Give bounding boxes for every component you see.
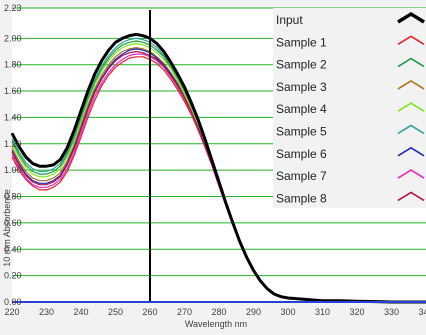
legend-swatch-sample-1[interactable]: [397, 35, 425, 45]
y-tick-label: 0.60: [4, 218, 22, 228]
legend-swatch-sample-3[interactable]: [397, 79, 425, 90]
y-tick-label: 1.80: [4, 60, 22, 70]
x-tick-label: 270: [177, 307, 192, 317]
x-tick-label: 340: [418, 307, 426, 317]
y-tick-label: 1.00: [4, 165, 22, 175]
y-tick-label: 0.00: [4, 297, 22, 307]
legend-label: Input: [276, 13, 303, 27]
y-tick-label: 1.20: [4, 139, 22, 149]
x-tick-label: 300: [280, 307, 295, 317]
y-tick-label: 1.40: [4, 112, 22, 122]
legend-label: Sample 6: [276, 147, 327, 161]
x-tick-label: 220: [4, 307, 19, 317]
legend-label: Sample 7: [276, 169, 327, 183]
legend: Input Sample 1 Sample 2 Sample 3 Sample 4 Sam…: [273, 8, 426, 208]
legend-label: Sample 2: [276, 58, 327, 72]
series-line-input: [10, 32, 426, 304]
x-tick-label: 330: [384, 307, 399, 317]
legend-label: Sample 1: [276, 35, 327, 49]
x-tick-label: 230: [39, 307, 54, 317]
legend-swatch-sample-6[interactable]: [397, 146, 425, 157]
y-tick-label: 0.40: [4, 244, 22, 254]
legend-swatch-input[interactable]: [397, 11, 425, 24]
legend-swatch-sample-5[interactable]: [397, 124, 425, 135]
y-tick-label: 2.00: [4, 33, 22, 43]
x-tick-label: 240: [73, 307, 88, 317]
y-tick-label: 0.80: [4, 192, 22, 202]
legend-label: Sample 3: [276, 80, 327, 94]
y-tick-label: 0.20: [4, 271, 22, 281]
legend-swatch-sample-8[interactable]: [397, 191, 425, 202]
x-axis-title: Wavelength nm: [185, 319, 247, 329]
legend-swatch-sample-2[interactable]: [397, 57, 425, 68]
x-tick-label: 310: [315, 307, 330, 317]
series-lines: [10, 32, 426, 304]
x-tick-label: 290: [246, 307, 261, 317]
x-tick-label: 260: [142, 307, 157, 317]
legend-label: Sample 5: [276, 125, 327, 139]
legend-label: Sample 4: [276, 102, 327, 116]
x-tick-label: 250: [108, 307, 123, 317]
y-axis-title: 10 mm Absorbence: [2, 189, 12, 267]
y-tick-labels: 0.00 0.20 0.40 0.60 0.80 1.00 1.20 1.40 1.60 1.80…: [4, 3, 22, 307]
legend-box: [273, 8, 426, 208]
legend-label: Sample 8: [276, 191, 327, 205]
x-tick-label: 320: [349, 307, 364, 317]
legend-swatch-sample-4[interactable]: [397, 102, 425, 112]
legend-swatch-sample-7[interactable]: [397, 169, 425, 179]
y-tick-label: 2.23: [4, 3, 22, 13]
y-tick-label: 1.60: [4, 86, 22, 96]
x-tick-label: 280: [211, 307, 226, 317]
x-tick-labels: 220 230 240 250 260 270 280 290 300 310 320 330 340: [4, 307, 426, 317]
